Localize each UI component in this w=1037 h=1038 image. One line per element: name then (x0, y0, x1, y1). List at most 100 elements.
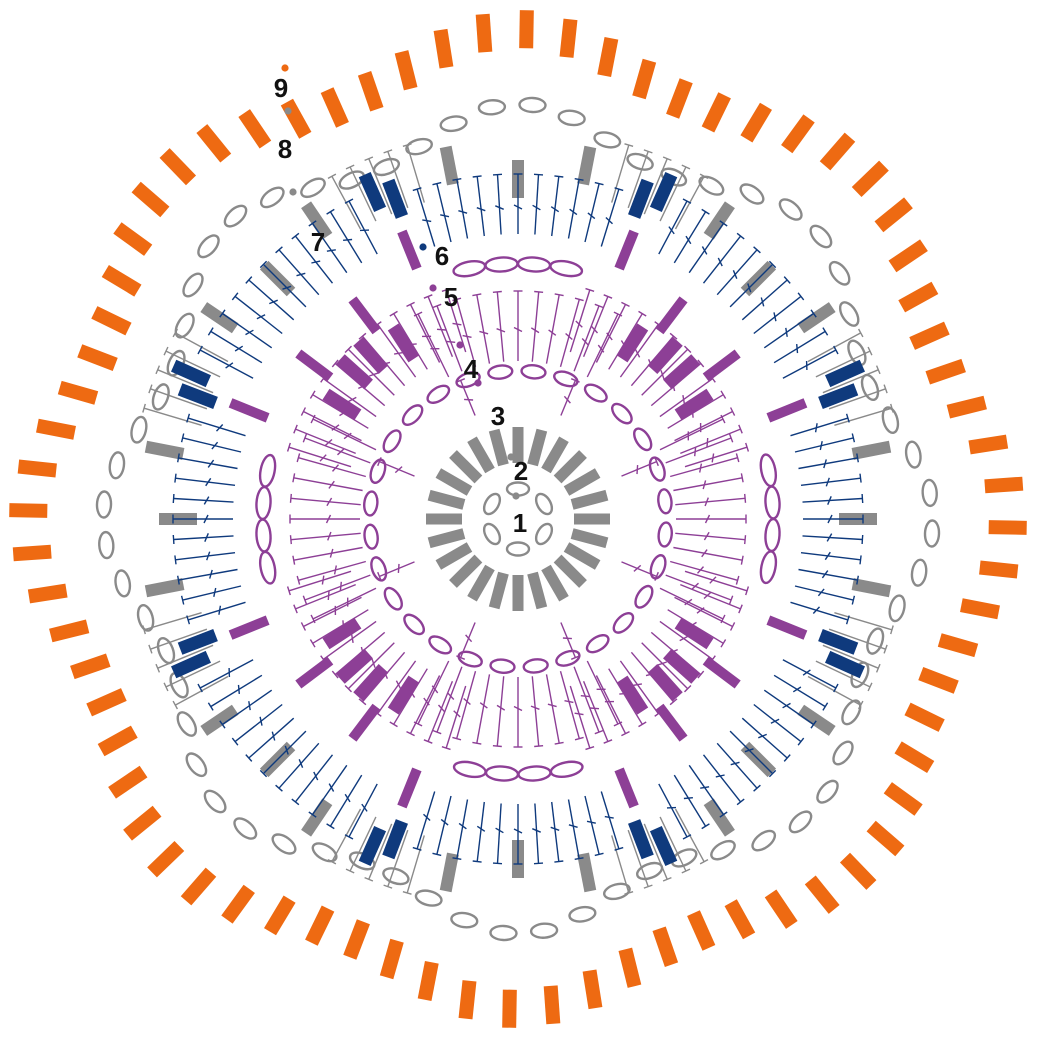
stitch-post (476, 294, 491, 364)
stitch-top (456, 655, 466, 660)
stitch-cross (207, 459, 215, 468)
stitch-top (163, 682, 169, 692)
thick-stitch (647, 664, 683, 701)
chain-stitch (455, 371, 481, 389)
chain-stitch (759, 453, 778, 488)
stitch-cross (237, 684, 240, 694)
thick-stitch (427, 489, 466, 510)
chain-stitch (369, 458, 387, 484)
stitch-post (790, 417, 849, 437)
stitch-cross (479, 702, 488, 709)
stitch-post (790, 601, 849, 621)
stitch-post (393, 668, 428, 725)
stitch-post (294, 235, 334, 284)
stitch-cross (324, 438, 333, 447)
stitch-post (650, 631, 702, 676)
thick-stitch (628, 819, 654, 860)
thick-stitch (320, 87, 349, 128)
stitch-post (288, 446, 352, 468)
stitch-post (702, 754, 742, 803)
stitch-cross (436, 328, 447, 331)
stitch-top (554, 175, 564, 178)
stitch-cross (782, 702, 791, 709)
stitch-post (702, 235, 742, 284)
stitch-post (659, 166, 687, 222)
navy-stitches (170, 171, 866, 867)
stitch-post (665, 437, 732, 464)
stitch-post (673, 774, 707, 827)
stitch-post (667, 609, 724, 644)
stitch-post (716, 249, 758, 296)
stitch-top (833, 345, 839, 355)
stitch-cross (548, 329, 557, 336)
thick-stitch (488, 428, 509, 467)
stitch-post (445, 289, 467, 353)
stitch-top (574, 857, 584, 860)
thick-stitch (353, 664, 389, 701)
stitch-cross (513, 204, 523, 210)
stitch-post (150, 388, 208, 410)
chain-stitch (555, 649, 581, 667)
thick-stitch (348, 296, 381, 335)
chain-stitch (529, 922, 559, 939)
stitch-top (142, 403, 146, 413)
stitch-top (890, 403, 894, 413)
stitch-post (641, 348, 689, 396)
stitch-cross (604, 815, 614, 819)
stitch-post (312, 394, 369, 429)
stitch-top (197, 345, 203, 355)
stitch-post (387, 151, 409, 209)
stitch-cross (701, 549, 708, 558)
stitch-cross (452, 322, 462, 326)
chain-stitch (405, 137, 433, 156)
thick-stitch (553, 554, 587, 588)
stitch-top (613, 721, 623, 727)
stitch-post (595, 675, 627, 734)
chain-stitch (534, 522, 554, 546)
stitch-cross (817, 588, 825, 597)
stitch-post (641, 642, 689, 690)
stitch-top (186, 615, 191, 625)
stitch-post (643, 158, 668, 215)
stitch-post (834, 612, 893, 631)
stitch-top (681, 868, 691, 874)
stitch-cross (383, 670, 389, 679)
thick-stitch (108, 765, 148, 799)
stitch-top (472, 175, 482, 178)
chain-stitch (197, 234, 220, 259)
thick-stitch (101, 265, 142, 297)
stitch-top (492, 173, 503, 176)
stitch-post (559, 299, 580, 367)
thick-stitch (839, 852, 877, 890)
stitch-post (222, 312, 273, 349)
stitch-cross (269, 299, 278, 305)
chain-stitch (670, 848, 698, 868)
stitch-top (768, 260, 777, 269)
stitch-post (674, 410, 733, 442)
stitch-post (329, 211, 363, 264)
stitch-top (822, 702, 829, 711)
stitch-post (417, 660, 450, 725)
stitch-post (621, 460, 657, 477)
stitch-cross (369, 372, 379, 377)
stitch-post (387, 829, 409, 887)
stitch-post (304, 437, 371, 464)
stitch-top (344, 198, 354, 204)
stitch-top (389, 310, 398, 317)
thick-stitch (36, 418, 76, 440)
stitch-top (845, 413, 850, 423)
chain-stitch (452, 760, 487, 779)
thick-stitch (519, 10, 534, 49)
stitch-post (716, 742, 758, 789)
stitch-top (432, 729, 442, 735)
thick-stitch (322, 617, 362, 650)
chain-stitch (450, 911, 479, 929)
chain-stitch (549, 259, 584, 278)
stitch-post (312, 418, 377, 451)
chain-stitch (759, 550, 778, 585)
stitch-top (585, 746, 595, 751)
stitch-top (681, 164, 691, 170)
stitch-top (300, 622, 307, 631)
stitch-top (197, 683, 203, 693)
stitch-cross (437, 704, 446, 713)
